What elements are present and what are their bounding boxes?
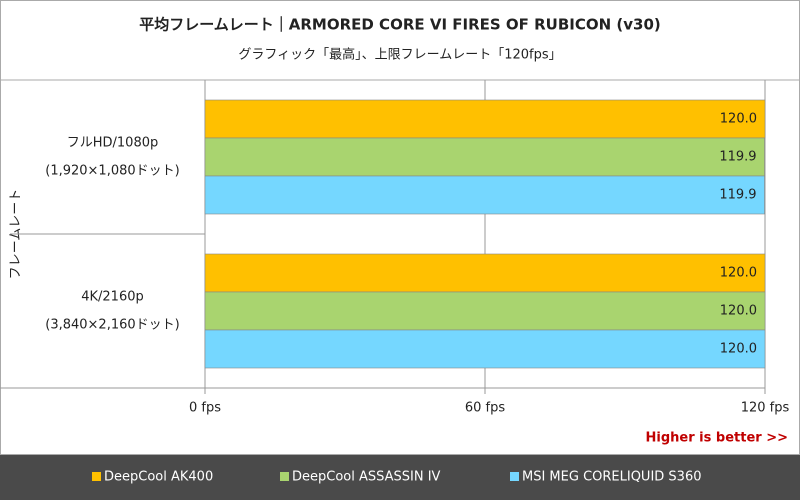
category-label: 4K/2160p: [81, 290, 144, 305]
value-label: 120.0: [720, 342, 757, 357]
chart-title: 平均フレームレート｜ARMORED CORE VI FIRES OF RUBIC…: [139, 16, 661, 34]
x-tick-label: 120 fps: [741, 401, 790, 416]
bar: [204, 329, 766, 369]
bar: [204, 175, 765, 215]
legend-label: DeepCool AK400: [104, 470, 213, 485]
annotation: Higher is better >>: [646, 431, 788, 446]
value-label: 119.9: [719, 150, 756, 165]
legend-swatch: [280, 472, 289, 481]
bar: [204, 137, 765, 177]
category-label: (1,920×1,080ドット): [45, 164, 179, 179]
category-label: フルHD/1080p: [67, 136, 159, 151]
bar: [204, 291, 766, 331]
legend-background: [0, 455, 800, 500]
legend-label: DeepCool ASSASSIN IV: [292, 470, 441, 485]
value-label: 119.9: [719, 188, 756, 203]
frame: [0, 0, 800, 455]
legend-swatch: [510, 472, 519, 481]
value-label: 120.0: [720, 304, 757, 319]
value-label: 120.0: [720, 266, 757, 281]
bar: [204, 253, 766, 293]
x-tick-label: 0 fps: [189, 401, 221, 416]
value-label: 120.0: [720, 112, 757, 127]
category-label: (3,840×2,160ドット): [45, 318, 179, 333]
bar: [204, 99, 766, 139]
x-tick-label: 60 fps: [465, 401, 506, 416]
legend-swatch: [92, 472, 101, 481]
legend-label: MSI MEG CORELIQUID S360: [522, 470, 702, 485]
chart-subtitle: グラフィック「最高」、上限フレームレート「120fps」: [238, 47, 561, 63]
